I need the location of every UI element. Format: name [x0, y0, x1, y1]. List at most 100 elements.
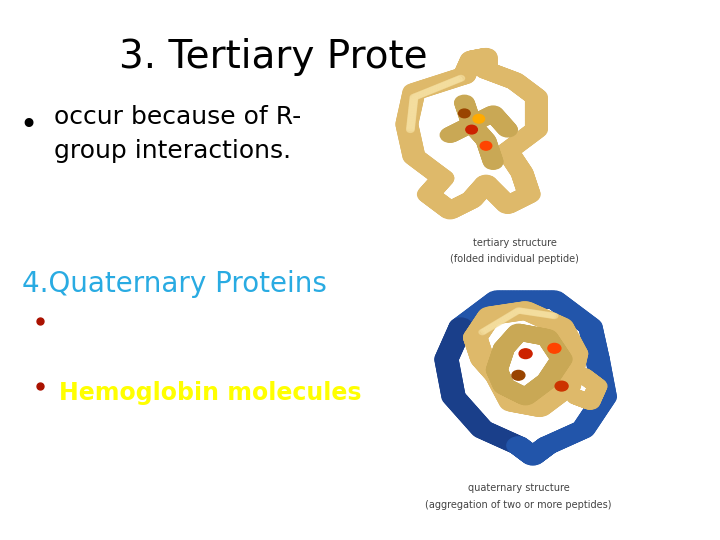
Circle shape [513, 388, 534, 403]
Circle shape [514, 291, 537, 308]
Circle shape [420, 161, 442, 178]
Circle shape [580, 408, 603, 425]
Circle shape [475, 55, 497, 71]
Circle shape [438, 369, 462, 387]
Circle shape [490, 354, 510, 369]
Circle shape [507, 158, 528, 174]
Circle shape [444, 126, 463, 140]
Circle shape [516, 326, 536, 341]
Circle shape [578, 411, 601, 428]
Circle shape [455, 314, 478, 331]
Circle shape [498, 433, 521, 450]
Circle shape [492, 375, 513, 390]
Circle shape [464, 329, 487, 346]
Circle shape [479, 140, 498, 156]
Circle shape [492, 193, 514, 209]
Circle shape [514, 173, 536, 190]
Circle shape [426, 177, 447, 194]
Circle shape [574, 417, 597, 435]
Circle shape [461, 112, 480, 127]
Circle shape [586, 384, 605, 398]
Circle shape [477, 308, 500, 326]
Circle shape [522, 384, 542, 400]
Circle shape [477, 134, 496, 149]
Circle shape [462, 309, 485, 326]
Circle shape [401, 139, 423, 155]
Circle shape [426, 76, 448, 93]
Circle shape [585, 346, 608, 363]
Circle shape [570, 421, 593, 438]
Circle shape [546, 343, 566, 358]
Circle shape [563, 424, 586, 442]
Circle shape [408, 152, 429, 168]
Circle shape [508, 325, 528, 340]
Circle shape [459, 55, 481, 71]
Circle shape [500, 333, 521, 349]
Circle shape [541, 336, 562, 352]
Circle shape [494, 291, 517, 308]
Circle shape [539, 333, 559, 348]
Circle shape [520, 305, 543, 321]
Circle shape [428, 76, 450, 92]
Circle shape [466, 121, 485, 136]
Circle shape [526, 105, 547, 122]
Circle shape [419, 185, 441, 201]
Circle shape [456, 63, 477, 79]
Circle shape [469, 343, 491, 360]
Circle shape [542, 338, 562, 353]
Circle shape [517, 397, 540, 414]
Circle shape [510, 163, 531, 179]
Circle shape [516, 444, 539, 461]
Circle shape [517, 181, 539, 197]
Circle shape [494, 383, 517, 400]
Circle shape [508, 291, 531, 308]
Circle shape [423, 190, 445, 206]
Circle shape [472, 317, 495, 334]
Circle shape [470, 319, 493, 336]
Circle shape [488, 366, 509, 382]
Circle shape [454, 195, 476, 211]
Circle shape [487, 369, 510, 387]
Circle shape [471, 50, 492, 66]
Circle shape [524, 399, 547, 416]
Circle shape [399, 127, 420, 144]
Circle shape [475, 52, 497, 69]
Circle shape [469, 125, 489, 140]
Circle shape [539, 312, 545, 316]
Circle shape [494, 379, 514, 394]
Circle shape [446, 393, 469, 410]
Circle shape [513, 168, 534, 184]
Circle shape [488, 324, 495, 329]
Circle shape [475, 57, 497, 73]
Circle shape [482, 152, 503, 167]
Circle shape [586, 400, 609, 417]
Circle shape [470, 50, 492, 66]
Circle shape [423, 180, 444, 197]
Circle shape [441, 71, 463, 87]
Circle shape [541, 367, 562, 382]
Circle shape [526, 94, 547, 110]
Circle shape [523, 447, 546, 464]
Circle shape [469, 320, 492, 338]
Circle shape [481, 146, 500, 161]
Circle shape [578, 372, 597, 386]
Circle shape [497, 291, 520, 308]
Circle shape [553, 381, 576, 398]
Circle shape [469, 182, 491, 198]
Circle shape [475, 49, 497, 65]
Circle shape [581, 326, 603, 343]
Circle shape [469, 50, 490, 66]
Circle shape [469, 345, 492, 362]
Circle shape [410, 101, 417, 106]
Circle shape [451, 316, 474, 334]
Circle shape [581, 328, 604, 345]
Circle shape [503, 153, 525, 169]
Circle shape [466, 334, 488, 352]
Circle shape [436, 200, 458, 216]
Circle shape [534, 311, 557, 328]
Circle shape [515, 176, 536, 192]
Circle shape [401, 95, 423, 111]
Circle shape [579, 320, 602, 337]
Circle shape [420, 189, 442, 205]
Circle shape [530, 398, 553, 415]
